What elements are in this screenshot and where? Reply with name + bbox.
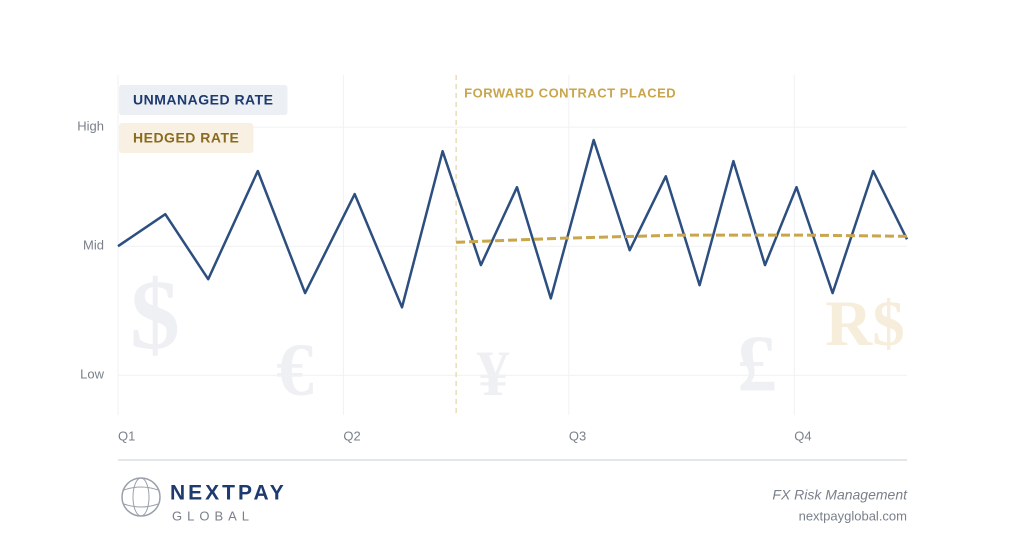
url: nextpayglobal.com: [799, 508, 907, 523]
brand-sub: GLOBAL: [172, 508, 254, 523]
event-label: FORWARD CONTRACT PLACED: [464, 85, 676, 100]
legend-label: UNMANAGED RATE: [133, 92, 274, 108]
watermark: $: [130, 259, 180, 370]
watermark: ¥: [477, 338, 510, 410]
x-tick-label: Q3: [569, 428, 586, 443]
y-tick-label: High: [77, 119, 104, 134]
legend-item: UNMANAGED RATE: [119, 85, 288, 115]
legend-box: [119, 123, 254, 153]
logo-parallels: [123, 486, 159, 508]
watermark: £: [737, 320, 777, 408]
y-tick-label: Low: [80, 367, 104, 382]
x-tick-label: Q4: [794, 428, 811, 443]
legend-label: HEDGED RATE: [133, 130, 239, 146]
y-tick-label: Mid: [83, 238, 104, 253]
x-tick-label: Q2: [343, 428, 360, 443]
legend-box: [119, 85, 288, 115]
watermark: R$: [825, 288, 904, 360]
brand: NEXTPAY: [170, 482, 287, 505]
tagline: FX Risk Management: [772, 487, 908, 503]
watermark: €: [276, 329, 314, 412]
legend-item: HEDGED RATE: [119, 123, 254, 153]
x-tick-label: Q1: [118, 428, 135, 443]
logo-globe: [121, 477, 161, 517]
series-line: [456, 233, 908, 244]
logo: [121, 477, 161, 517]
series-line: [117, 138, 909, 309]
logo-meridian: [132, 477, 150, 517]
